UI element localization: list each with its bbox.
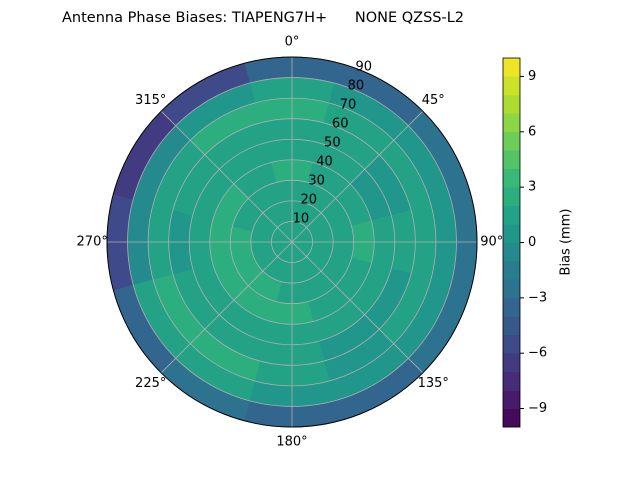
r-tick-label: 90	[356, 60, 373, 75]
theta-tick-label: 270°	[77, 235, 108, 250]
grid-spoke	[291, 110, 424, 243]
chart-title: Antenna Phase Biases: TIAPENG7H+ NONE QZ…	[62, 10, 464, 26]
grid-spoke	[160, 241, 293, 374]
colorbar-band	[503, 390, 520, 409]
colorbar-band	[503, 131, 520, 151]
colorbar-band	[503, 205, 520, 225]
colorbar-label: Bias (mm)	[559, 209, 574, 276]
colorbar-band	[503, 242, 520, 262]
r-tick-label: 20	[300, 193, 317, 208]
colorbar-tick-label: −6	[528, 346, 547, 361]
theta-tick-label: 135°	[418, 376, 449, 391]
colorbar-band	[503, 408, 520, 428]
theta-tick-label: 45°	[422, 93, 445, 108]
r-tick-label: 10	[293, 212, 310, 227]
colorbar-tick-label: 3	[528, 180, 536, 195]
colorbar-band	[503, 58, 520, 77]
colorbar-band	[503, 76, 520, 96]
colorbar-band	[503, 224, 520, 243]
colorbar-band	[503, 371, 520, 391]
colorbar-tick-label: 0	[528, 235, 536, 250]
r-tick-label: 80	[348, 79, 365, 94]
colorbar-band	[503, 316, 520, 336]
colorbar-tick-label: −3	[528, 290, 547, 305]
colorbar-band	[503, 113, 520, 133]
r-tick-label: 70	[340, 98, 357, 113]
colorbar-band	[503, 94, 520, 114]
theta-tick-label: 225°	[135, 376, 166, 391]
polar-frame	[106, 56, 478, 428]
colorbar-band	[503, 150, 520, 169]
colorbar-band	[503, 168, 520, 188]
theta-tick-label: 0°	[285, 35, 300, 50]
grid-spoke	[160, 110, 293, 243]
colorbar-tick-label: 6	[528, 124, 536, 139]
theta-tick-label: 90°	[480, 235, 503, 250]
theta-tick-label: 180°	[276, 434, 307, 449]
colorbar-band	[503, 297, 520, 317]
colorbar-tick-label: −9	[528, 401, 547, 416]
grid-spoke	[291, 241, 424, 374]
colorbar-band	[503, 279, 520, 299]
r-tick-label: 50	[324, 136, 341, 151]
colorbar-band	[503, 260, 520, 280]
r-tick-label: 60	[332, 117, 349, 132]
colorbar-tick-label: 9	[528, 69, 536, 84]
colorbar-band	[503, 353, 520, 372]
colorbar-band	[503, 334, 520, 354]
r-tick-label: 30	[308, 174, 325, 189]
r-tick-label: 40	[316, 155, 333, 170]
colorbar-band	[503, 187, 520, 206]
theta-tick-label: 315°	[135, 93, 166, 108]
